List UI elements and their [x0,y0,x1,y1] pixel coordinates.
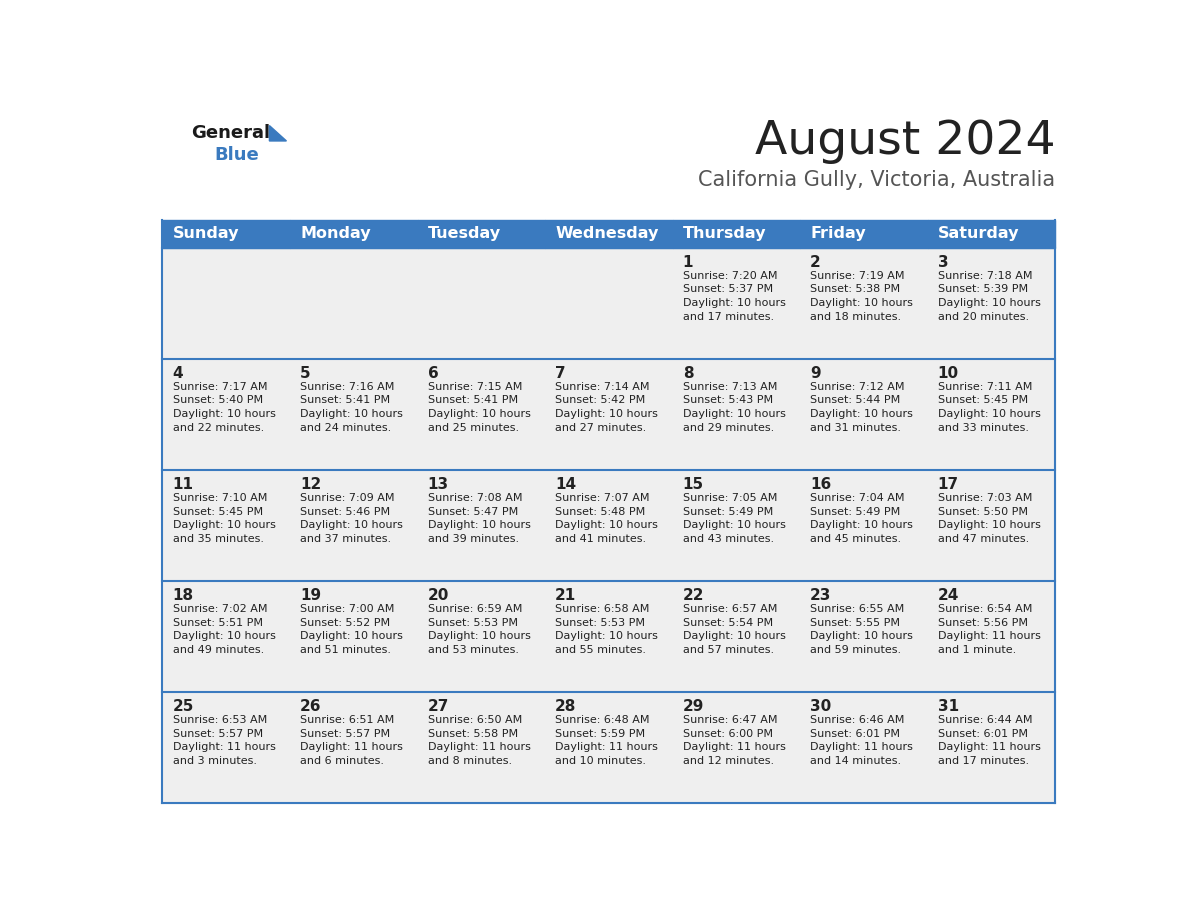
Bar [163,581,1055,692]
Text: Sunrise: 7:08 AM
Sunset: 5:47 PM
Daylight: 10 hours
and 39 minutes.: Sunrise: 7:08 AM Sunset: 5:47 PM Dayligh… [428,493,531,543]
Text: Sunrise: 7:16 AM
Sunset: 5:41 PM
Daylight: 10 hours
and 24 minutes.: Sunrise: 7:16 AM Sunset: 5:41 PM Dayligh… [301,382,403,432]
Text: 10: 10 [937,365,959,381]
Text: 14: 14 [555,476,576,492]
Text: 7: 7 [555,365,565,381]
Text: 2: 2 [810,254,821,270]
Text: 11: 11 [172,476,194,492]
Bar [163,470,1055,581]
Text: Sunrise: 6:53 AM
Sunset: 5:57 PM
Daylight: 11 hours
and 3 minutes.: Sunrise: 6:53 AM Sunset: 5:57 PM Dayligh… [172,715,276,766]
Bar [163,359,1055,470]
Text: Thursday: Thursday [683,226,766,241]
Text: 25: 25 [172,699,194,714]
Text: 8: 8 [683,365,694,381]
Text: Sunrise: 7:15 AM
Sunset: 5:41 PM
Daylight: 10 hours
and 25 minutes.: Sunrise: 7:15 AM Sunset: 5:41 PM Dayligh… [428,382,531,432]
Text: Sunrise: 6:47 AM
Sunset: 6:00 PM
Daylight: 11 hours
and 12 minutes.: Sunrise: 6:47 AM Sunset: 6:00 PM Dayligh… [683,715,785,766]
Text: 13: 13 [428,476,449,492]
Text: California Gully, Victoria, Australia: California Gully, Victoria, Australia [699,170,1055,190]
Bar [290,219,417,248]
Text: 28: 28 [555,699,576,714]
Polygon shape [270,126,286,141]
Text: Tuesday: Tuesday [428,226,500,241]
Text: 9: 9 [810,365,821,381]
Text: 4: 4 [172,365,183,381]
Text: Blue: Blue [214,146,259,163]
Text: 16: 16 [810,476,832,492]
Text: Sunrise: 7:17 AM
Sunset: 5:40 PM
Daylight: 10 hours
and 22 minutes.: Sunrise: 7:17 AM Sunset: 5:40 PM Dayligh… [172,382,276,432]
Text: 12: 12 [301,476,321,492]
Bar [928,219,1055,248]
Text: Sunrise: 7:00 AM
Sunset: 5:52 PM
Daylight: 10 hours
and 51 minutes.: Sunrise: 7:00 AM Sunset: 5:52 PM Dayligh… [301,604,403,655]
Text: 26: 26 [301,699,322,714]
Text: Sunrise: 7:14 AM
Sunset: 5:42 PM
Daylight: 10 hours
and 27 minutes.: Sunrise: 7:14 AM Sunset: 5:42 PM Dayligh… [555,382,658,432]
Text: Sunrise: 6:59 AM
Sunset: 5:53 PM
Daylight: 10 hours
and 53 minutes.: Sunrise: 6:59 AM Sunset: 5:53 PM Dayligh… [428,604,531,655]
Text: Friday: Friday [810,226,866,241]
Text: Sunrise: 6:46 AM
Sunset: 6:01 PM
Daylight: 11 hours
and 14 minutes.: Sunrise: 6:46 AM Sunset: 6:01 PM Dayligh… [810,715,914,766]
Text: Sunrise: 6:55 AM
Sunset: 5:55 PM
Daylight: 10 hours
and 59 minutes.: Sunrise: 6:55 AM Sunset: 5:55 PM Dayligh… [810,604,914,655]
Text: Sunrise: 6:51 AM
Sunset: 5:57 PM
Daylight: 11 hours
and 6 minutes.: Sunrise: 6:51 AM Sunset: 5:57 PM Dayligh… [301,715,403,766]
Text: 17: 17 [937,476,959,492]
Bar [672,219,801,248]
Text: General: General [191,124,270,142]
Text: Sunrise: 7:02 AM
Sunset: 5:51 PM
Daylight: 10 hours
and 49 minutes.: Sunrise: 7:02 AM Sunset: 5:51 PM Dayligh… [172,604,276,655]
Text: 15: 15 [683,476,703,492]
Bar [417,219,545,248]
Text: Sunrise: 7:20 AM
Sunset: 5:37 PM
Daylight: 10 hours
and 17 minutes.: Sunrise: 7:20 AM Sunset: 5:37 PM Dayligh… [683,271,785,321]
Text: Sunday: Sunday [172,226,239,241]
Text: Sunrise: 6:50 AM
Sunset: 5:58 PM
Daylight: 11 hours
and 8 minutes.: Sunrise: 6:50 AM Sunset: 5:58 PM Dayligh… [428,715,531,766]
Text: Sunrise: 7:18 AM
Sunset: 5:39 PM
Daylight: 10 hours
and 20 minutes.: Sunrise: 7:18 AM Sunset: 5:39 PM Dayligh… [937,271,1041,321]
Text: 21: 21 [555,588,576,603]
Text: Sunrise: 6:57 AM
Sunset: 5:54 PM
Daylight: 10 hours
and 57 minutes.: Sunrise: 6:57 AM Sunset: 5:54 PM Dayligh… [683,604,785,655]
Text: 23: 23 [810,588,832,603]
Text: 27: 27 [428,699,449,714]
Text: 18: 18 [172,588,194,603]
Bar [163,248,1055,359]
Text: 24: 24 [937,588,959,603]
Text: 30: 30 [810,699,832,714]
Text: 31: 31 [937,699,959,714]
Text: 29: 29 [683,699,704,714]
Text: Sunrise: 7:09 AM
Sunset: 5:46 PM
Daylight: 10 hours
and 37 minutes.: Sunrise: 7:09 AM Sunset: 5:46 PM Dayligh… [301,493,403,543]
Bar [163,219,1055,803]
Text: 19: 19 [301,588,321,603]
Bar [545,219,672,248]
Text: Sunrise: 7:05 AM
Sunset: 5:49 PM
Daylight: 10 hours
and 43 minutes.: Sunrise: 7:05 AM Sunset: 5:49 PM Dayligh… [683,493,785,543]
Text: Sunrise: 7:12 AM
Sunset: 5:44 PM
Daylight: 10 hours
and 31 minutes.: Sunrise: 7:12 AM Sunset: 5:44 PM Dayligh… [810,382,914,432]
Bar [163,692,1055,803]
Text: Sunrise: 7:03 AM
Sunset: 5:50 PM
Daylight: 10 hours
and 47 minutes.: Sunrise: 7:03 AM Sunset: 5:50 PM Dayligh… [937,493,1041,543]
Text: Sunrise: 7:13 AM
Sunset: 5:43 PM
Daylight: 10 hours
and 29 minutes.: Sunrise: 7:13 AM Sunset: 5:43 PM Dayligh… [683,382,785,432]
Text: 1: 1 [683,254,693,270]
Text: August 2024: August 2024 [754,119,1055,164]
Bar [801,219,928,248]
Text: 6: 6 [428,365,438,381]
Bar [163,219,290,248]
Text: Saturday: Saturday [937,226,1019,241]
Text: Sunrise: 6:48 AM
Sunset: 5:59 PM
Daylight: 11 hours
and 10 minutes.: Sunrise: 6:48 AM Sunset: 5:59 PM Dayligh… [555,715,658,766]
Text: Wednesday: Wednesday [555,226,658,241]
Text: Sunrise: 6:54 AM
Sunset: 5:56 PM
Daylight: 11 hours
and 1 minute.: Sunrise: 6:54 AM Sunset: 5:56 PM Dayligh… [937,604,1041,655]
Text: 22: 22 [683,588,704,603]
Text: Sunrise: 7:19 AM
Sunset: 5:38 PM
Daylight: 10 hours
and 18 minutes.: Sunrise: 7:19 AM Sunset: 5:38 PM Dayligh… [810,271,914,321]
Text: Sunrise: 7:04 AM
Sunset: 5:49 PM
Daylight: 10 hours
and 45 minutes.: Sunrise: 7:04 AM Sunset: 5:49 PM Dayligh… [810,493,914,543]
Text: 5: 5 [301,365,311,381]
Text: Sunrise: 6:44 AM
Sunset: 6:01 PM
Daylight: 11 hours
and 17 minutes.: Sunrise: 6:44 AM Sunset: 6:01 PM Dayligh… [937,715,1041,766]
Text: Sunrise: 7:07 AM
Sunset: 5:48 PM
Daylight: 10 hours
and 41 minutes.: Sunrise: 7:07 AM Sunset: 5:48 PM Dayligh… [555,493,658,543]
Text: 3: 3 [937,254,948,270]
Text: Sunrise: 7:10 AM
Sunset: 5:45 PM
Daylight: 10 hours
and 35 minutes.: Sunrise: 7:10 AM Sunset: 5:45 PM Dayligh… [172,493,276,543]
Text: Sunrise: 7:11 AM
Sunset: 5:45 PM
Daylight: 10 hours
and 33 minutes.: Sunrise: 7:11 AM Sunset: 5:45 PM Dayligh… [937,382,1041,432]
Text: 20: 20 [428,588,449,603]
Text: Monday: Monday [301,226,371,241]
Text: Sunrise: 6:58 AM
Sunset: 5:53 PM
Daylight: 10 hours
and 55 minutes.: Sunrise: 6:58 AM Sunset: 5:53 PM Dayligh… [555,604,658,655]
